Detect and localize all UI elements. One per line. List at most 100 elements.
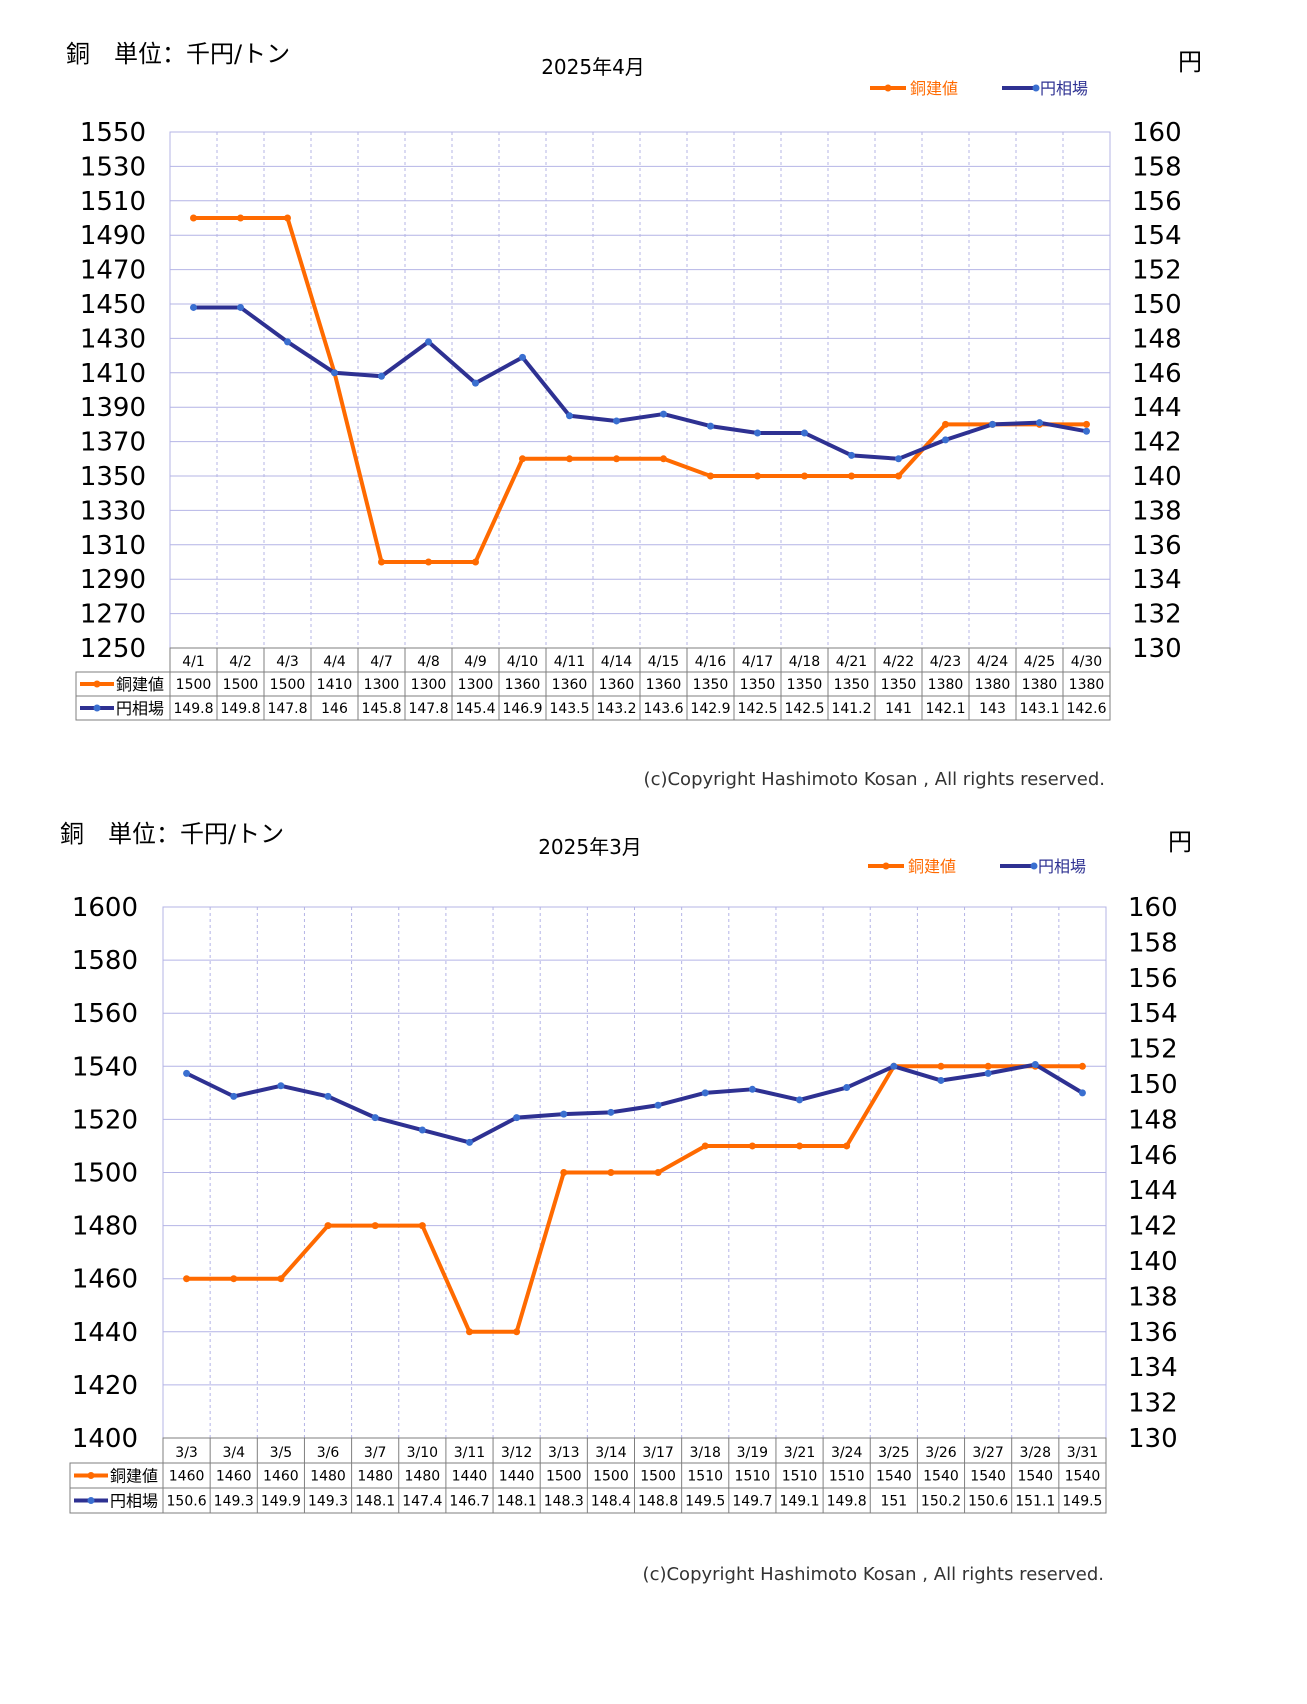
data-point-yen xyxy=(378,372,385,380)
y-left-tick-label: 1450 xyxy=(80,290,146,320)
table-cell-value: 147.8 xyxy=(267,701,307,717)
data-point-yen xyxy=(660,410,667,418)
data-point-copper xyxy=(942,420,949,428)
table-cell-value: 1500 xyxy=(270,677,306,693)
table-cell-value: 1500 xyxy=(223,677,259,693)
y-right-tick-label: 130 xyxy=(1128,1424,1178,1454)
x-category-label: 3/13 xyxy=(548,1445,579,1461)
y-left-tick-label: 1490 xyxy=(80,221,146,251)
right-axis-title: 円 xyxy=(1178,48,1202,76)
y-left-tick-label: 1390 xyxy=(80,393,146,423)
data-point-copper xyxy=(284,214,291,222)
data-point-yen xyxy=(513,1114,521,1122)
y-left-tick-label: 1350 xyxy=(80,462,146,492)
y-right-tick-label: 160 xyxy=(1132,118,1182,148)
table-cell-value: 143.1 xyxy=(1019,701,1059,717)
table-cell-value: 149.9 xyxy=(261,1494,301,1510)
data-point-copper xyxy=(748,1142,756,1150)
series-line-yen xyxy=(185,1062,1084,1145)
table-cell-value: 1460 xyxy=(169,1469,205,1485)
table-cell-value: 1500 xyxy=(176,677,212,693)
legend-label-copper: 銅建値 xyxy=(910,79,958,98)
table-cell-value: 147.4 xyxy=(402,1494,442,1510)
data-point-copper xyxy=(613,455,620,463)
y-left-tick-label: 1560 xyxy=(72,999,138,1029)
y-left-tick-label: 1540 xyxy=(72,1052,138,1082)
data-point-yen xyxy=(890,1062,898,1070)
table-cell-value: 1350 xyxy=(881,677,917,693)
x-category-label: 3/10 xyxy=(407,1445,438,1461)
x-category-label: 4/8 xyxy=(417,654,440,670)
table-cell-value: 1510 xyxy=(782,1469,818,1485)
y-right-tick-label: 142 xyxy=(1128,1212,1178,1242)
data-point-copper xyxy=(566,455,573,463)
x-category-label: 4/14 xyxy=(601,654,633,670)
y-left-tick-label: 1330 xyxy=(80,496,146,526)
y-right-tick-label: 138 xyxy=(1132,496,1182,526)
y-left-tick-label: 1440 xyxy=(72,1318,138,1348)
data-point-copper xyxy=(519,455,526,463)
data-point-yen xyxy=(237,303,244,311)
y-right-tick-label: 144 xyxy=(1128,1176,1178,1206)
table-cell-value: 149.3 xyxy=(308,1494,348,1510)
y-left-tick-label: 1530 xyxy=(80,152,146,182)
table-cell-value: 1460 xyxy=(263,1469,299,1485)
table-cell-value: 148.4 xyxy=(591,1494,631,1510)
y-left-tick-label: 1310 xyxy=(80,531,146,561)
table-cell-value: 150.2 xyxy=(921,1494,961,1510)
data-point-yen xyxy=(848,451,855,459)
table-cell-value: 1480 xyxy=(310,1469,346,1485)
x-category-label: 4/17 xyxy=(742,654,773,670)
y-left-tick-label: 1500 xyxy=(72,1159,138,1189)
data-point-copper xyxy=(607,1169,615,1176)
table-cell-value: 151 xyxy=(880,1494,907,1510)
data-point-yen xyxy=(989,420,996,428)
right-axis-title: 円 xyxy=(1168,828,1192,856)
data-point-copper xyxy=(237,214,244,222)
table-cell-value: 148.8 xyxy=(638,1494,678,1510)
y-left-tick-label: 1290 xyxy=(80,565,146,595)
x-category-label: 3/26 xyxy=(925,1445,957,1461)
y-left-tick-label: 1470 xyxy=(80,256,146,286)
data-point-copper xyxy=(277,1275,285,1283)
data-point-yen xyxy=(277,1082,285,1090)
y-left-tick-label: 1510 xyxy=(80,187,146,217)
x-category-label: 3/19 xyxy=(737,1445,768,1461)
data-point-yen xyxy=(613,417,620,425)
table-cell-value: 149.1 xyxy=(779,1494,819,1510)
data-point-yen xyxy=(937,1076,945,1084)
table-cell-value: 150.6 xyxy=(968,1494,1008,1510)
table-cell-value: 142.1 xyxy=(925,701,965,717)
x-category-label: 4/16 xyxy=(695,654,727,670)
data-point-copper xyxy=(418,1222,426,1230)
data-point-copper xyxy=(1078,1062,1086,1070)
table-cell-value: 1360 xyxy=(552,677,588,693)
y-right-tick-label: 150 xyxy=(1132,290,1182,320)
table-cell-value: 151.1 xyxy=(1015,1494,1055,1510)
y-right-tick-label: 132 xyxy=(1132,600,1182,630)
y-right-tick-label: 130 xyxy=(1132,634,1182,664)
x-category-label: 3/12 xyxy=(501,1445,532,1461)
y-left-tick-label: 1270 xyxy=(80,600,146,630)
data-point-yen xyxy=(801,429,808,437)
data-point-copper xyxy=(895,472,902,480)
table-cell-value: 142.5 xyxy=(737,701,777,717)
x-category-label: 4/1 xyxy=(182,654,205,670)
data-point-yen xyxy=(1078,1089,1086,1097)
x-category-label: 3/7 xyxy=(364,1445,387,1461)
y-right-tick-label: 160 xyxy=(1128,893,1178,923)
table-cell-value: 1410 xyxy=(317,677,353,693)
data-point-yen xyxy=(371,1114,379,1122)
table-cell-value: 1480 xyxy=(357,1469,393,1485)
table-cell-value: 148.3 xyxy=(544,1494,584,1510)
chart-title: 2025年3月 xyxy=(538,835,642,859)
series-line-yen xyxy=(193,305,1087,461)
table-cell-value: 1360 xyxy=(505,677,541,693)
y-right-tick-label: 136 xyxy=(1128,1318,1178,1348)
y-left-tick-label: 1370 xyxy=(80,428,146,458)
x-category-label: 4/23 xyxy=(930,654,961,670)
data-point-copper xyxy=(848,472,855,480)
table-cell-value: 1300 xyxy=(411,677,447,693)
